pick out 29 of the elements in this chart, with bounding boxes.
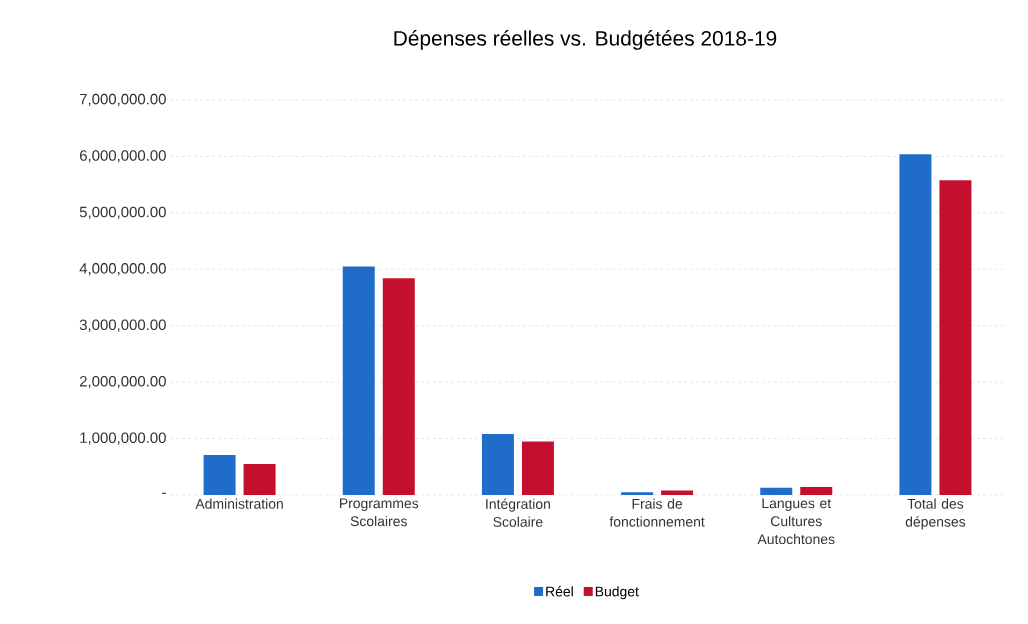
y-tick-label: 5,000,000.00 <box>79 206 166 220</box>
y-tick-label: 3,000,000.00 <box>79 319 166 332</box>
bar <box>939 180 972 495</box>
y-tick-label: - <box>162 492 166 494</box>
y-tick-label: 6,000,000.00 <box>79 150 166 163</box>
x-tick-label: Intégration Scolaire <box>486 498 550 527</box>
bar <box>800 487 833 495</box>
chart-title: Dépenses réelles vs. Budgétées 2018-19 <box>394 30 777 50</box>
bar <box>382 278 415 495</box>
x-tick-label: Frais de fonctionnement <box>609 498 705 527</box>
x-tick-label: Administration <box>195 498 283 509</box>
x-tick-label: Total des dépenses <box>905 498 966 530</box>
bar <box>342 266 375 495</box>
legend-label: Réel <box>546 586 573 597</box>
x-tick-label: Programmes Scolaires <box>339 498 419 527</box>
y-tick-label: 1,000,000.00 <box>80 432 166 445</box>
bar <box>521 441 554 495</box>
bar <box>899 154 932 495</box>
bar <box>203 454 236 495</box>
bar <box>661 490 694 495</box>
y-tick-label: 2,000,000.00 <box>79 375 166 389</box>
x-tick-label: Langues et Cultures Autochtones <box>757 498 835 545</box>
bar <box>481 434 514 495</box>
bar <box>760 487 793 495</box>
bar <box>243 463 276 495</box>
bar <box>621 492 654 495</box>
y-tick-label: 7,000,000.00 <box>79 93 166 107</box>
legend-label: Budget <box>595 586 639 600</box>
y-tick-label: 4,000,000.00 <box>79 263 166 276</box>
